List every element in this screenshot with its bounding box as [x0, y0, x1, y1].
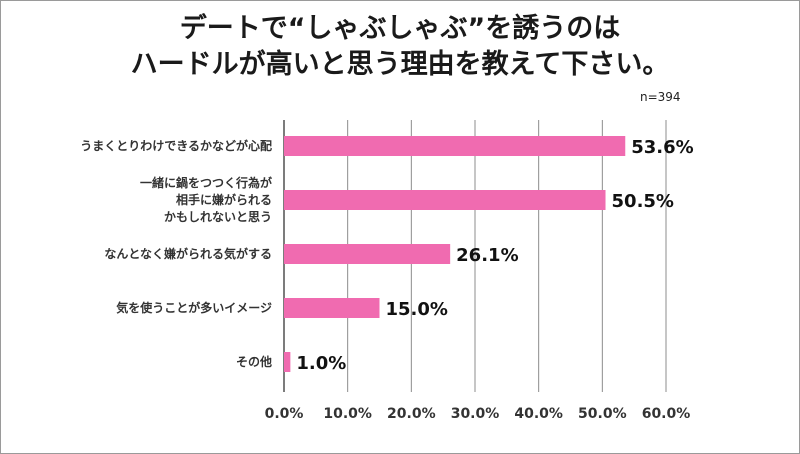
chart-title-line-1: デートで“しゃぶしゃぶ”を誘うのは	[179, 13, 621, 44]
bar-value-label: 50.5%	[612, 191, 674, 212]
bar	[284, 352, 291, 372]
category-label: 気を使うことが多いイメージ	[116, 300, 272, 315]
category-label: その他	[235, 354, 272, 369]
x-tick-label: 50.0%	[578, 406, 627, 422]
x-tick-label: 40.0%	[514, 406, 563, 422]
bar	[284, 298, 380, 318]
x-tick-label: 60.0%	[642, 406, 691, 422]
bar	[284, 136, 626, 156]
sample-size-label: n=394	[640, 90, 681, 104]
bar-value-label: 26.1%	[456, 245, 518, 266]
x-tick-label: 0.0%	[265, 406, 304, 422]
x-tick-label: 30.0%	[451, 406, 500, 422]
bar	[284, 244, 451, 264]
bar-value-label: 15.0%	[386, 299, 448, 320]
bar-value-label: 1.0%	[296, 353, 346, 374]
bar-value-label: 53.6%	[631, 137, 693, 158]
category-label: 一緒に鍋をつつく行為が 相手に嫌がられる かもしれないと思う	[139, 175, 272, 224]
bar	[284, 190, 606, 210]
x-tick-label: 10.0%	[323, 406, 372, 422]
x-tick-label: 20.0%	[387, 406, 436, 422]
category-label: なんとなく嫌がられる気がする	[104, 246, 272, 261]
category-label: うまくとりわけできるかなどが心配	[80, 138, 272, 153]
chart-title-line-2: ハードルが高いと思う理由を教えて下さい。	[130, 49, 670, 80]
